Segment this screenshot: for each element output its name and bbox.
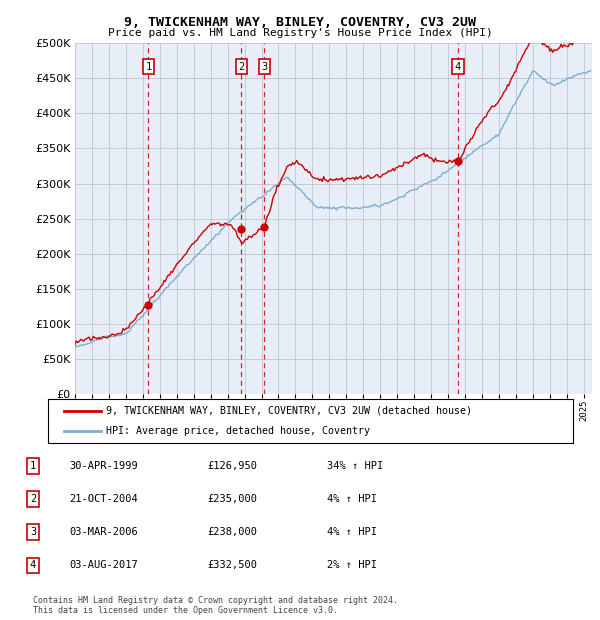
Text: 4% ↑ HPI: 4% ↑ HPI xyxy=(327,527,377,537)
Text: 4: 4 xyxy=(455,61,461,71)
Text: 9, TWICKENHAM WAY, BINLEY, COVENTRY, CV3 2UW: 9, TWICKENHAM WAY, BINLEY, COVENTRY, CV3… xyxy=(124,16,476,29)
Text: 2: 2 xyxy=(238,61,244,71)
Text: 34% ↑ HPI: 34% ↑ HPI xyxy=(327,461,383,471)
Text: 4: 4 xyxy=(30,560,36,570)
Text: Contains HM Land Registry data © Crown copyright and database right 2024.
This d: Contains HM Land Registry data © Crown c… xyxy=(33,596,398,615)
Text: 30-APR-1999: 30-APR-1999 xyxy=(69,461,138,471)
Text: 3: 3 xyxy=(261,61,268,71)
Text: £238,000: £238,000 xyxy=(207,527,257,537)
Text: 2: 2 xyxy=(30,494,36,504)
Text: 9, TWICKENHAM WAY, BINLEY, COVENTRY, CV3 2UW (detached house): 9, TWICKENHAM WAY, BINLEY, COVENTRY, CV3… xyxy=(106,405,472,416)
Text: £126,950: £126,950 xyxy=(207,461,257,471)
Text: 03-AUG-2017: 03-AUG-2017 xyxy=(69,560,138,570)
Text: Price paid vs. HM Land Registry's House Price Index (HPI): Price paid vs. HM Land Registry's House … xyxy=(107,28,493,38)
Text: HPI: Average price, detached house, Coventry: HPI: Average price, detached house, Cove… xyxy=(106,426,370,436)
Text: 1: 1 xyxy=(145,61,152,71)
Text: 21-OCT-2004: 21-OCT-2004 xyxy=(69,494,138,504)
Text: 3: 3 xyxy=(30,527,36,537)
Text: 4% ↑ HPI: 4% ↑ HPI xyxy=(327,494,377,504)
Text: 2% ↑ HPI: 2% ↑ HPI xyxy=(327,560,377,570)
Text: £235,000: £235,000 xyxy=(207,494,257,504)
Text: 03-MAR-2006: 03-MAR-2006 xyxy=(69,527,138,537)
Text: £332,500: £332,500 xyxy=(207,560,257,570)
Text: 1: 1 xyxy=(30,461,36,471)
